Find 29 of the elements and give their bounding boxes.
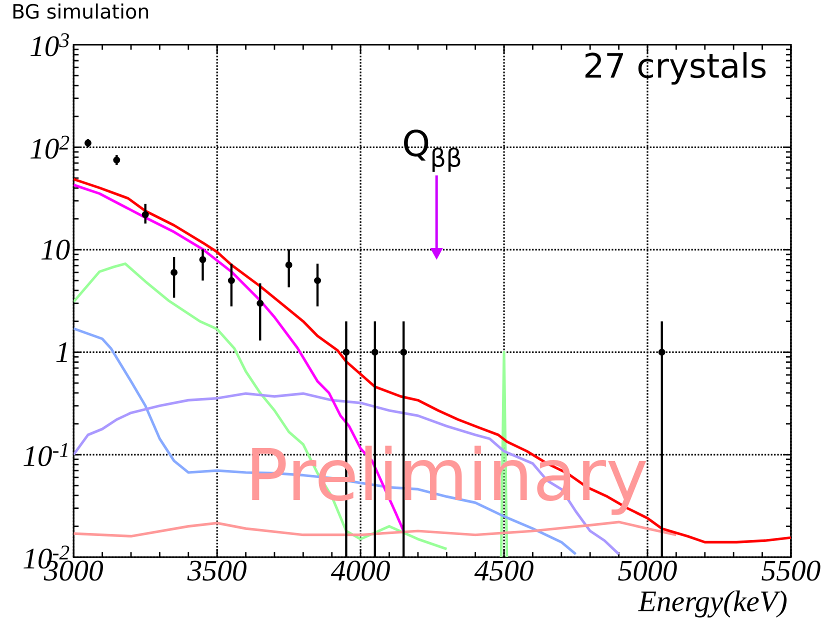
y-tick-label: 10$^{3}$ [30,33,69,56]
point [142,211,149,218]
chart-title: BG simulation [13,4,148,19]
point [256,300,264,307]
y-tick-label: 10$^{2}$ [30,136,70,159]
point [84,140,92,147]
point [658,348,666,356]
line-series [74,178,791,544]
x-tick-label: 4500 [474,560,534,581]
y-tick-label: 1 [56,342,67,362]
x-axis-title: Energy(keV) [638,590,787,618]
x-tick-label: 4000 [330,560,390,581]
point [113,156,120,164]
annotation: 27 crystals [585,52,766,85]
point [314,277,322,284]
point [228,277,235,284]
x-tick-label: 5000 [618,560,677,581]
point [199,256,206,264]
point [342,348,350,356]
point [400,348,408,356]
x-tick-label: 5500 [762,560,820,581]
x-tick-label: 3500 [187,560,246,581]
point [170,269,178,276]
y-tick-label: 10 [41,240,70,260]
point [371,348,378,356]
line-series [74,520,678,538]
annotation: Q$_{ββ}$ [404,130,460,172]
y-tick-label: 10$^{-1}$ [24,443,68,466]
point [285,262,292,269]
